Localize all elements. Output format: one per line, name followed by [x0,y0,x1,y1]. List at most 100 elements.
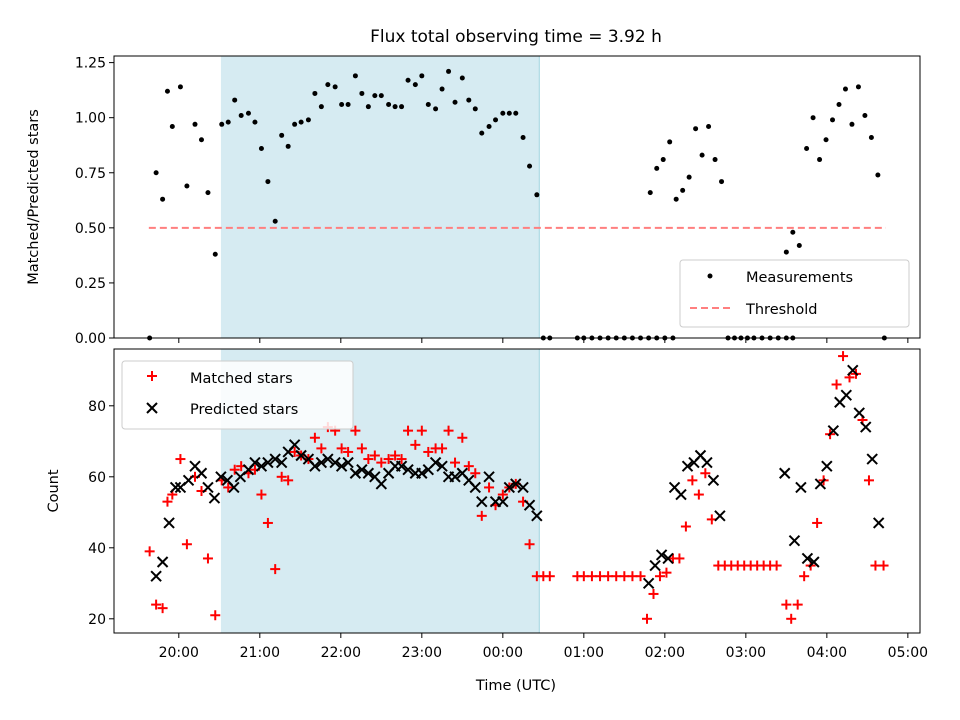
predicted-stars-marker [642,577,655,590]
measurement-point [169,124,175,129]
predicted-stars-marker [295,449,307,462]
predicted-stars-marker [853,407,865,419]
predicted-stars-marker [701,456,713,469]
matched-stars-marker [202,553,213,564]
matched-stars-marker [661,567,672,578]
measurement-point [232,97,238,103]
measurement-point [842,86,848,92]
measurement-point [673,196,679,202]
predicted-stars-marker [156,556,169,568]
matched-stars-marker [687,475,698,486]
measurement-point [352,73,358,79]
matched-stars-marker [863,475,874,486]
predicted-stars-marker [429,456,442,469]
predicted-stars-marker [202,481,214,494]
measurement-point [830,117,836,123]
predicted-stars-marker [497,495,509,508]
matched-stars-marker [423,446,434,457]
top-y-tick-label: 0.75 [75,166,106,182]
predicted-stars-marker [503,481,516,494]
measurement-point [332,84,338,90]
measurement-point [875,172,881,178]
predicted-stars-marker [523,499,536,511]
matched-stars-marker [635,571,646,582]
bottom-legend: Matched stars Predicted stars [121,360,354,430]
predicted-stars-marker [707,474,720,487]
predicted-stars-marker [662,552,674,565]
predicted-stars-marker [315,456,328,469]
matched-stars-marker [786,613,797,624]
predicted-stars-marker [510,478,522,490]
predicted-stars-marker [375,478,388,490]
measurement-point [693,126,699,132]
matched-stars-marker [181,539,192,550]
matched-stars-marker [831,379,842,390]
measurement-point [647,190,653,196]
predicted-stars-marker [779,467,791,479]
matched-stars-marker [544,571,555,582]
matched-stars-marker [457,432,468,443]
measurement-point [804,146,810,152]
predicted-stars-marker [860,421,872,433]
measurement-point [817,157,823,163]
measurement-point [292,121,298,127]
legend-marker-measurements [707,273,713,279]
matched-stars-marker [693,489,704,500]
measurement-point [527,163,533,169]
bottom-legend-box [121,360,354,430]
matched-stars-marker [390,450,401,461]
measurement-point [479,130,485,136]
measurement-point [386,101,392,107]
measurement-point [513,110,519,116]
matched-stars-marker [276,471,287,482]
predicted-stars-marker [795,481,807,494]
predicted-stars-marker [840,389,852,401]
measurement-point [439,86,445,92]
predicted-stars-marker [329,456,341,469]
top-y-tick-label: 0.50 [75,221,106,237]
measurement-point [339,101,345,107]
measurement-point [868,135,874,141]
measurement-point [359,90,365,96]
measurement-point [790,229,796,235]
measurement-point [399,104,405,110]
bottom-x-tick-label: 00:00 [483,645,523,661]
predicted-stars-marker [249,456,261,469]
predicted-stars-marker [714,510,726,522]
matched-stars-marker [470,468,481,479]
top-y-tick-label: 0.00 [75,331,106,347]
predicted-stars-marker [402,463,414,476]
predicted-stars-marker [195,467,208,479]
measurement-point [378,93,384,99]
measurement-point [312,90,318,96]
bottom-x-tick-label: 21:00 [240,645,280,661]
matched-stars-marker [403,425,414,436]
predicted-stars-marker [163,517,175,529]
measurement-point [686,174,692,180]
measurement-point [345,101,351,107]
predicted-stars-marker [342,456,354,469]
measurement-point [466,97,472,103]
measurement-point [298,119,304,125]
predicted-stars-marker [335,460,348,472]
predicted-stars-marker [655,549,668,561]
legend-marker-matched-stars [147,371,157,381]
bottom-x-tick-label: 04:00 [807,645,847,661]
measurement-point [184,183,190,189]
bottom-x-tick-label: 01:00 [564,645,604,661]
matched-stars-marker [484,482,495,493]
matched-stars-marker [463,461,474,472]
matched-stars-marker [799,571,810,582]
predicted-stars-marker [476,495,488,508]
measurement-point [472,106,478,112]
measurement-point [160,196,166,202]
predicted-stars-marker [866,453,878,465]
measurement-point [654,165,660,171]
matched-stars-marker [151,599,162,610]
predicted-stars-marker [150,570,162,582]
measurement-point [459,75,465,81]
predicted-stars-marker [847,364,859,377]
measurement-point [836,101,842,107]
measurement-point [506,110,512,116]
